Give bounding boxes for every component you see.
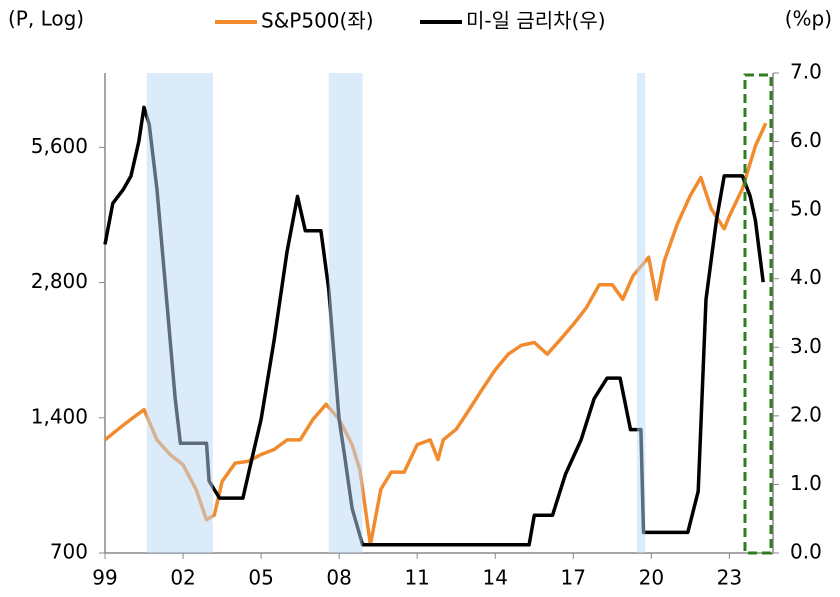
y2-tick-label: 6.0 — [790, 128, 822, 152]
highlight-box — [743, 73, 773, 555]
y-tick-label: 1,400 — [31, 404, 88, 428]
y2-tick-label: 4.0 — [790, 265, 822, 289]
x-tick-label: 08 — [326, 566, 351, 590]
y-tick-label: 2,800 — [31, 269, 88, 293]
y2-tick-label: 7.0 — [790, 60, 822, 84]
y2-axis-title: (%p) — [785, 7, 832, 31]
x-tick-label: 14 — [483, 566, 508, 590]
y2-tick-label: 2.0 — [790, 402, 822, 426]
legend-label: 미-일 금리차(우) — [466, 9, 606, 33]
x-tick-label: 02 — [170, 566, 195, 590]
y-tick-label: 700 — [50, 540, 88, 564]
y2-tick-label: 1.0 — [790, 471, 822, 495]
shaded-period — [637, 73, 646, 553]
y2-tick-label: 5.0 — [790, 197, 822, 221]
x-tick-label: 17 — [561, 566, 586, 590]
x-tick-label: 23 — [717, 566, 742, 590]
x-tick-label: 20 — [639, 566, 664, 590]
series-line — [103, 122, 768, 547]
x-tick-label: 05 — [248, 566, 273, 590]
shaded-period — [328, 73, 363, 553]
x-tick-label: 99 — [92, 566, 117, 590]
y-tick-label: 5,600 — [31, 134, 88, 158]
shaded-period — [146, 73, 213, 553]
y2-tick-label: 0.0 — [790, 540, 822, 564]
x-tick-label: 11 — [404, 566, 429, 590]
legend-label: S&P500(좌) — [261, 9, 374, 33]
y2-tick-label: 3.0 — [790, 334, 822, 358]
y-axis-title: (P, Log) — [8, 7, 84, 31]
